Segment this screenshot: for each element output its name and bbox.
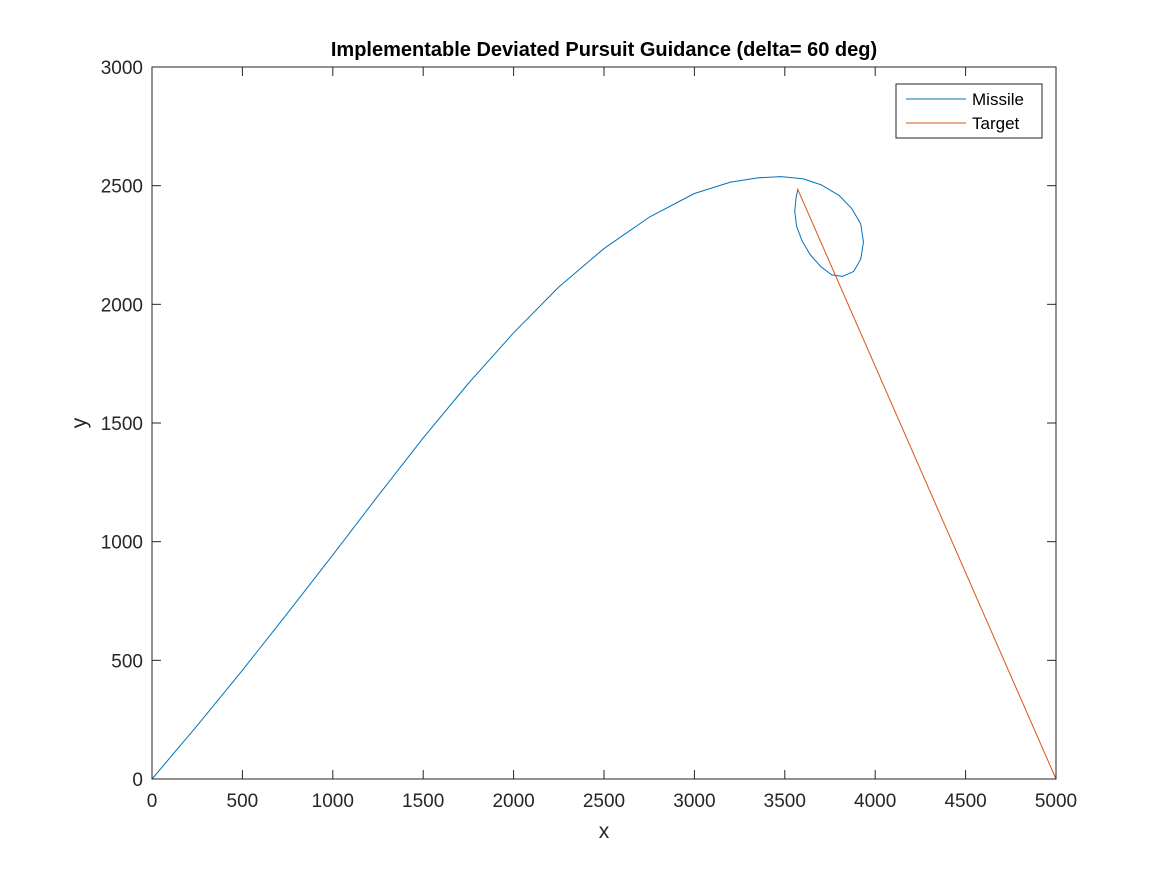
series-line-missile [151, 176, 864, 780]
legend-label-target: Target [972, 114, 1020, 133]
legend-box [895, 83, 1043, 139]
y-tick-label-500: 500 [111, 651, 143, 672]
legend-label-missile: Missile [972, 90, 1024, 109]
y-tick-label-1500: 1500 [101, 414, 143, 435]
y-axis-label: y [68, 417, 91, 428]
x-tick-label-500: 500 [227, 791, 259, 812]
series-line-target [797, 189, 1057, 780]
x-tick-label-4000: 4000 [854, 791, 896, 812]
x-tick-label-1000: 1000 [312, 791, 354, 812]
x-axis-label: x [599, 820, 610, 843]
x-tick-label-2500: 2500 [583, 791, 625, 812]
y-tick-label-0: 0 [132, 770, 143, 791]
x-tick-label-5000: 5000 [1035, 791, 1077, 812]
plot-area-background [152, 67, 1056, 779]
legend: Missile Target [895, 83, 1043, 139]
x-tick-label-3000: 3000 [673, 791, 715, 812]
y-tick-label-2500: 2500 [101, 177, 143, 198]
x-tick-label-0: 0 [147, 791, 158, 812]
series-layer [151, 176, 1057, 780]
x-tick-label-4500: 4500 [944, 791, 986, 812]
x-tick-label-2000: 2000 [492, 791, 534, 812]
x-tick-label-1500: 1500 [402, 791, 444, 812]
x-tick-label-3500: 3500 [764, 791, 806, 812]
y-tick-label-3000: 3000 [101, 58, 143, 79]
y-tick-label-1000: 1000 [101, 533, 143, 554]
ticks-layer: 0 500 1000 1500 2000 2500 3000 3500 4000 4500 5000… [101, 58, 1077, 812]
chart-title: Implementable Deviated Pursuit Guidance … [331, 39, 877, 61]
y-tick-label-2000: 2000 [101, 295, 143, 316]
